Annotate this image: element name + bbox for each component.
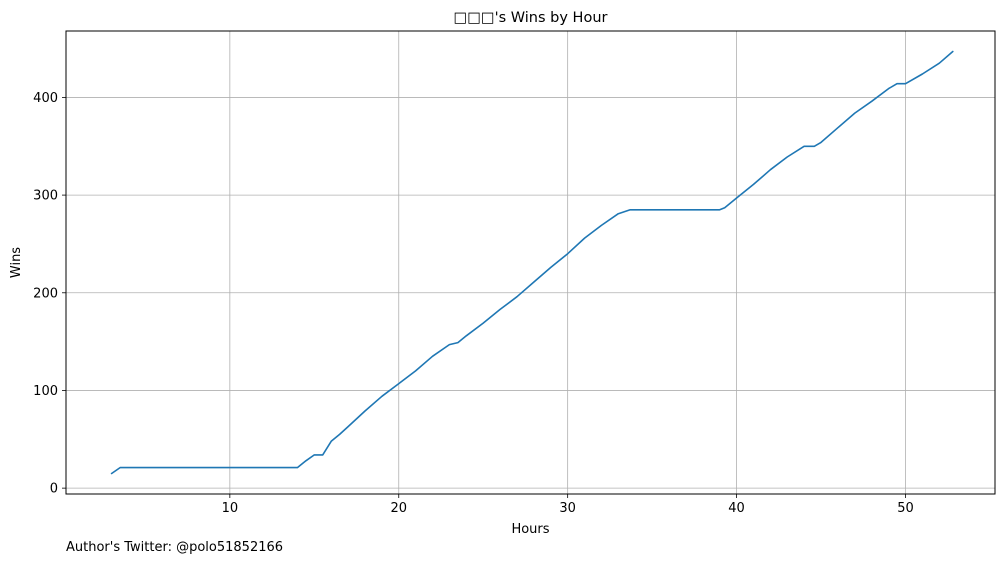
y-tick-label: 300 [33, 189, 58, 204]
x-tick-label: 20 [390, 501, 407, 516]
y-tick-label: 200 [33, 286, 58, 301]
series-layer [110, 50, 954, 475]
y-axis-label: Wins [9, 247, 24, 278]
wins-series-line [110, 50, 954, 475]
plot-frame [65, 30, 996, 495]
x-tick-label: 40 [728, 501, 745, 516]
y-tick-label: 100 [33, 384, 58, 399]
chart-title: □□□'s Wins by Hour [454, 10, 608, 26]
y-tick-label: 0 [50, 482, 58, 497]
y-tick-label: 400 [33, 91, 58, 106]
x-axis-label: Hours [511, 522, 549, 537]
author-twitter-footer: Author's Twitter: @polo51852166 [66, 540, 283, 555]
grid-lines [66, 31, 995, 494]
y-axis: 0 100 200 300 400 [33, 91, 66, 497]
x-tick-label: 10 [222, 501, 239, 516]
x-tick-label: 30 [559, 501, 576, 516]
x-tick-label: 50 [897, 501, 914, 516]
x-axis: 10 20 30 40 50 [222, 494, 914, 516]
